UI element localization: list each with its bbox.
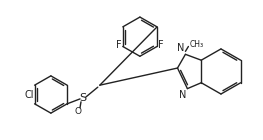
Text: N: N — [179, 90, 186, 100]
Text: CH₃: CH₃ — [189, 40, 204, 49]
Text: F: F — [158, 40, 164, 51]
Text: O: O — [74, 107, 82, 116]
Text: N: N — [177, 43, 184, 53]
Text: S: S — [79, 93, 87, 103]
Text: F: F — [116, 40, 122, 51]
Text: Cl: Cl — [24, 89, 34, 100]
